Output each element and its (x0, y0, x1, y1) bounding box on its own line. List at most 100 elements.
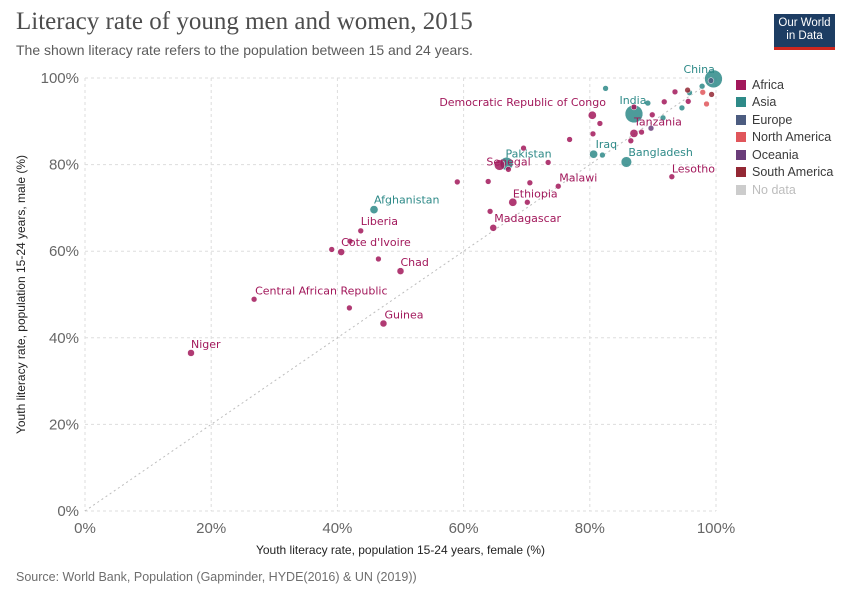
legend-label: South America (752, 165, 834, 180)
data-point (599, 151, 606, 159)
y-tick-label: 20% (49, 416, 79, 433)
y-tick-label: 100% (41, 70, 79, 87)
legend-label: North America (752, 130, 832, 145)
data-point (699, 89, 706, 96)
legend-label: No data (752, 182, 796, 197)
point-label: Niger (191, 338, 221, 351)
data-point (629, 129, 639, 138)
data-point (357, 227, 364, 234)
data-point (708, 91, 715, 98)
legend-label: Oceania (752, 147, 799, 162)
data-point (589, 149, 598, 159)
y-tick-label: 60% (49, 243, 79, 260)
data-point (630, 103, 638, 111)
legend-swatch (736, 167, 746, 178)
data-point (505, 166, 512, 173)
data-point (698, 83, 706, 90)
data-point (566, 136, 573, 143)
point-label: Afghanistan (374, 194, 440, 207)
legend-item[interactable]: No data (736, 181, 833, 199)
data-point (620, 156, 632, 168)
logo-line-1: Our World (778, 17, 831, 29)
data-point (685, 98, 692, 105)
point-label: Pakistan (506, 148, 552, 161)
x-tick-label: 40% (322, 520, 352, 537)
reference-line (84, 77, 717, 512)
data-point (187, 349, 195, 357)
legend-item[interactable]: North America (736, 129, 833, 147)
data-point (659, 114, 667, 121)
data-point (379, 319, 388, 328)
legend: Africa Asia Europe North America Oceania Sout… (736, 76, 833, 199)
data-point (454, 178, 461, 186)
owid-logo[interactable]: Our World in Data (774, 14, 835, 50)
data-point (524, 199, 531, 206)
legend-swatch (736, 79, 746, 90)
point-label: Bangladesh (628, 146, 693, 159)
point-label: Guinea (384, 309, 423, 322)
point-label: Iraq (596, 138, 618, 151)
data-point (678, 104, 686, 112)
legend-item[interactable]: Europe (736, 111, 833, 129)
legend-label: Asia (752, 95, 777, 110)
data-point (671, 88, 679, 96)
legend-item[interactable]: Asia (736, 94, 833, 112)
data-point (486, 208, 494, 215)
data-point (328, 246, 335, 253)
data-point (638, 128, 645, 136)
point-label: Madagascar (494, 212, 561, 225)
x-axis-label: Youth literacy rate, population 15-24 ye… (256, 543, 545, 557)
data-point (587, 110, 597, 120)
data-point (555, 183, 562, 190)
legend-swatch (736, 149, 746, 160)
data-point (644, 99, 652, 107)
data-point (485, 178, 492, 185)
x-tick-label: 80% (575, 520, 605, 537)
point-label: Central African Republic (255, 284, 387, 297)
legend-swatch (736, 114, 746, 125)
x-tick-label: 20% (196, 520, 226, 537)
point-label: Ethiopia (513, 187, 558, 200)
data-point (526, 179, 534, 186)
data-point (627, 137, 634, 144)
data-point (703, 100, 710, 108)
chart-title: Literacy rate of young men and women, 20… (16, 8, 473, 35)
x-tick-label: 100% (697, 520, 735, 537)
data-point (661, 98, 668, 105)
point-label: China (683, 63, 714, 76)
data-point (375, 255, 382, 263)
legend-item[interactable]: Oceania (736, 146, 833, 164)
data-point (520, 144, 527, 152)
point-label: India (619, 94, 646, 107)
point-label: Liberia (361, 215, 398, 228)
data-point (346, 304, 353, 312)
data-point (494, 159, 506, 171)
legend-item[interactable]: South America (736, 164, 833, 182)
point-label: Malawi (559, 171, 597, 184)
legend-swatch (736, 184, 746, 195)
data-point (396, 267, 405, 275)
point-label: Cote d'Ivoire (341, 236, 411, 249)
legend-item[interactable]: Africa (736, 76, 833, 94)
point-label: Tanzania (633, 115, 682, 128)
y-tick-label: 40% (49, 330, 79, 347)
point-label: Senegal (486, 155, 530, 168)
data-point (602, 85, 609, 92)
legend-label: Europe (752, 112, 793, 127)
logo-line-2: in Data (786, 30, 823, 42)
chart-subtitle: The shown literacy rate refers to the po… (16, 42, 473, 58)
data-point (589, 130, 597, 138)
data-point (508, 197, 518, 207)
x-tick-label: 60% (449, 520, 479, 537)
data-point (647, 125, 655, 132)
point-label: Lesotho (672, 163, 715, 176)
source-note[interactable]: Source: World Bank, Population (Gapminde… (16, 570, 417, 584)
data-point (489, 224, 498, 232)
point-label: Democratic Republic of Congo (439, 96, 606, 109)
legend-swatch (736, 132, 746, 143)
x-tick-label: 0% (74, 520, 96, 537)
data-point (346, 238, 354, 245)
data-point (649, 111, 656, 118)
data-point (707, 77, 715, 84)
